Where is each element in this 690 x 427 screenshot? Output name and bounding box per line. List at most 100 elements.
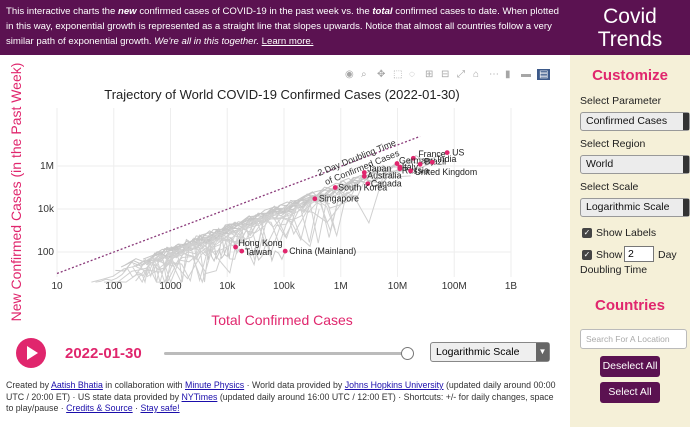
- country-point: [417, 161, 423, 167]
- x-tick-label: 100: [105, 281, 122, 292]
- country-point: [444, 150, 450, 156]
- background-trajectory: [131, 191, 349, 284]
- y-tick-label: 100: [37, 247, 54, 258]
- box-select-icon[interactable]: ⬚: [393, 69, 403, 80]
- country-point: [282, 248, 288, 254]
- region-select-value: World: [586, 158, 614, 170]
- footer-credits: Created by Aatish Bhatia in collaboratio…: [6, 380, 561, 415]
- scale-dropdown[interactable]: Logarithmic Scale ▼: [430, 342, 550, 362]
- stay-safe-link[interactable]: Stay safe!: [140, 403, 180, 413]
- reset-axes-icon[interactable]: ⌂: [473, 69, 480, 80]
- footer-text: · World data provided by: [244, 380, 345, 390]
- country-label: Hong Kong: [239, 238, 283, 248]
- show-doubling-checkbox[interactable]: ✓: [582, 250, 592, 260]
- deselect-all-button[interactable]: Deselect All: [600, 356, 660, 377]
- doubling-time-label: Doubling Time: [580, 264, 648, 276]
- play-button[interactable]: [16, 338, 46, 368]
- country-point: [365, 181, 371, 187]
- region-select[interactable]: World: [580, 155, 690, 174]
- y-tick-label: 1M: [40, 161, 54, 172]
- background-trajectory: [95, 235, 213, 283]
- country-point: [397, 166, 403, 172]
- x-tick-label: 10k: [219, 281, 236, 292]
- x-axis-ticks: 10 100 1000 10k 100k 1M 10M 100M 1B: [51, 281, 517, 292]
- background-trajectory: [103, 175, 411, 283]
- hover-compare-icon[interactable]: ▬: [521, 69, 531, 80]
- current-date: 2022-01-30: [65, 345, 142, 362]
- chevron-down-icon: ▼: [536, 343, 549, 361]
- doubling-reference-line: [56, 135, 421, 275]
- country-point: [361, 170, 367, 175]
- parameter-select[interactable]: Confirmed Cases: [580, 112, 690, 131]
- plotly-logo-icon[interactable]: ▤: [537, 69, 551, 80]
- camera-icon[interactable]: ◉: [345, 69, 354, 80]
- location-search-input[interactable]: Search For A Location: [580, 329, 687, 349]
- country-label: Brazil: [424, 156, 446, 166]
- country-point: [312, 196, 318, 202]
- background-trajectory: [135, 195, 329, 284]
- sidebar: Customize Select Parameter Confirmed Cas…: [570, 55, 690, 427]
- country-label: United Kingdom: [415, 167, 478, 177]
- learn-more-link[interactable]: Learn more.: [261, 36, 314, 47]
- x-tick-label: 100k: [273, 281, 296, 292]
- autoscale-icon[interactable]: ⤢: [457, 69, 465, 80]
- background-trajectory: [116, 209, 320, 284]
- country-label: China (Mainland): [289, 246, 356, 256]
- spike-icon[interactable]: ⋯: [489, 69, 499, 80]
- country-point: [361, 173, 367, 179]
- country-label: US: [452, 148, 464, 158]
- country-label: Singapore: [319, 194, 359, 204]
- reference-line: [56, 135, 421, 275]
- country-label: Italy: [402, 162, 419, 172]
- country-label: Germany: [399, 156, 436, 166]
- footer-text: ·: [132, 403, 141, 413]
- intro-emphasis: We're all in this together.: [154, 36, 259, 47]
- country-point: [394, 161, 400, 166]
- select-all-button[interactable]: Select All: [600, 382, 660, 403]
- intro-total-emphasis: total: [372, 6, 393, 17]
- scale-select[interactable]: Logarithmic Scale: [580, 198, 690, 217]
- pan-icon[interactable]: ✥: [377, 69, 386, 80]
- show-labels-checkbox[interactable]: ✓: [582, 228, 592, 238]
- chevron-down-icon: [683, 199, 689, 216]
- country-label: France: [418, 149, 445, 159]
- zoom-icon[interactable]: ⌕: [361, 69, 367, 80]
- scale-dropdown-value: Logarithmic Scale: [436, 346, 520, 358]
- intro-new-emphasis: new: [117, 6, 137, 17]
- app-brand: Covid Trends: [570, 0, 690, 55]
- country-point: [332, 185, 338, 190]
- y-tick-label: 10k: [38, 204, 55, 215]
- hover-closest-icon[interactable]: ▮: [505, 69, 511, 80]
- intro-segment: confirmed cases of COVID-19 in the past …: [136, 6, 373, 17]
- country-point: [239, 248, 245, 254]
- zoom-in-icon[interactable]: ⊞: [425, 69, 434, 80]
- minute-physics-link[interactable]: Minute Physics: [185, 380, 245, 390]
- parameter-select-value: Confirmed Cases: [586, 115, 668, 127]
- top-banner: This interactive charts the new confirme…: [0, 0, 690, 55]
- credits-link[interactable]: Credits & Source: [66, 403, 133, 413]
- date-slider-thumb[interactable]: [401, 347, 414, 360]
- lasso-icon[interactable]: ◌: [409, 69, 415, 80]
- intro-segment: This interactive charts the: [6, 6, 118, 17]
- scale-select-value: Logarithmic Scale: [586, 201, 670, 213]
- date-slider-track[interactable]: [164, 352, 408, 355]
- intro-text: This interactive charts the new confirme…: [6, 4, 566, 49]
- jhu-link[interactable]: Johns Hopkins University: [344, 380, 444, 390]
- play-icon: [27, 346, 38, 360]
- footer-text: in collaboration with: [102, 380, 185, 390]
- param-label: Select Parameter: [580, 95, 662, 107]
- y-axis-label: New Confirmed Cases (in the Past Week): [8, 63, 24, 322]
- country-label: South Korea: [338, 183, 387, 193]
- chart-modebar: ◉ ⌕ ✥ ⬚ ◌ ⊞ ⊟ ⤢ ⌂ ⋯ ▮ ▬ ▤: [345, 69, 560, 81]
- nytimes-link[interactable]: NYTimes: [181, 391, 218, 402]
- region-label: Select Region: [580, 138, 646, 150]
- country-label: India: [437, 154, 456, 164]
- background-trajectory: [152, 194, 359, 273]
- creator-link[interactable]: Aatish Bhatia: [51, 380, 103, 390]
- country-label: Canada: [371, 179, 402, 189]
- zoom-out-icon[interactable]: ⊟: [441, 69, 450, 80]
- customize-heading: Customize: [592, 67, 668, 84]
- doubling-days-input[interactable]: 2: [624, 246, 654, 262]
